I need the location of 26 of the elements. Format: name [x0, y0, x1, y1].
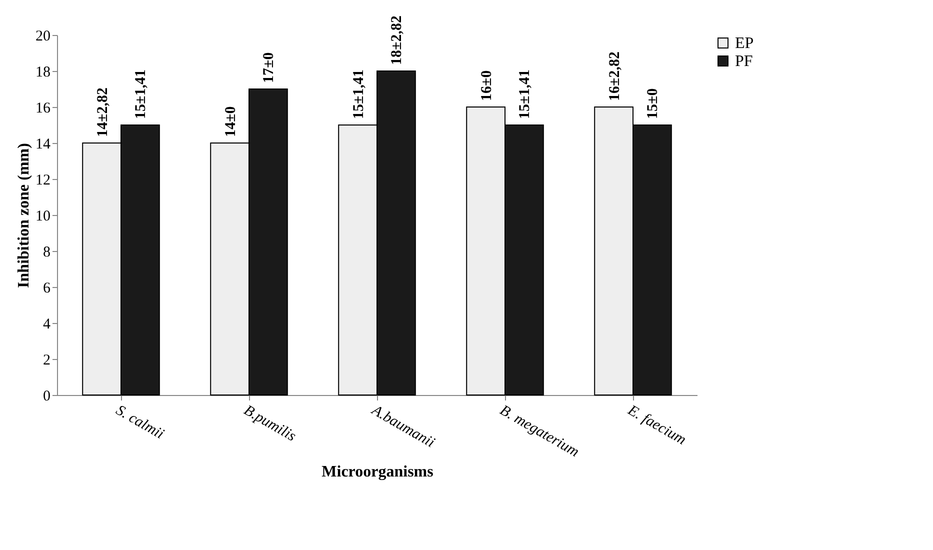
- data-label: 14±0: [222, 106, 239, 137]
- data-label: 15±1,41: [133, 70, 150, 119]
- y-tick-label: 16: [36, 100, 51, 116]
- y-axis-title: Inhibition zone (mm): [16, 143, 32, 288]
- data-label: 17±0: [261, 52, 278, 83]
- y-tick-label: 0: [43, 388, 50, 404]
- y-tick-label: 4: [43, 316, 51, 332]
- y-tick-label: 14: [36, 136, 51, 152]
- x-tick-label: S. calmii: [113, 402, 166, 443]
- data-label: 14±2,82: [94, 88, 111, 137]
- legend-label: PF: [735, 53, 753, 70]
- data-label: 16±0: [478, 70, 495, 101]
- y-tick-label: 10: [36, 208, 50, 224]
- data-label: 15±1,41: [517, 70, 534, 119]
- data-label: 15±0: [645, 88, 662, 119]
- y-tick-label: 8: [43, 244, 50, 260]
- y-tick-label: 20: [36, 28, 50, 44]
- data-label: 16±2,82: [606, 52, 623, 101]
- data-label: 15±1,41: [350, 70, 367, 119]
- y-tick-label: 18: [36, 64, 50, 80]
- data-label: 18±2,82: [389, 16, 406, 65]
- x-axis-title: Microorganisms: [322, 464, 434, 481]
- y-tick-label: 6: [43, 280, 51, 296]
- y-tick-label: 12: [36, 172, 50, 188]
- y-tick-label: 2: [43, 352, 50, 368]
- legend-label: EP: [735, 35, 754, 52]
